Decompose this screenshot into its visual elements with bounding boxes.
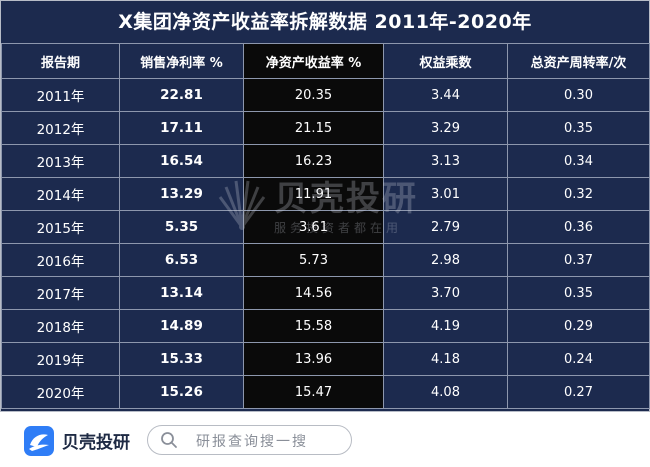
search-box[interactable]: 研报查询搜一搜: [147, 425, 352, 455]
table-row: 2013年 16.54 16.23 3.13 0.34: [1, 144, 650, 178]
cell-net-margin: 13.14: [119, 276, 244, 310]
footer-bar: 贝壳投研 研报查询搜一搜: [0, 412, 650, 467]
cell-period: 2019年: [1, 342, 120, 376]
table-row: 2014年 13.29 11.91 3.01 0.32: [1, 177, 650, 211]
roe-table: 报告期 销售净利率 % 净资产收益率 % 权益乘数 总资产周转率/次 2011年…: [1, 43, 650, 409]
table-header-row: 报告期 销售净利率 % 净资产收益率 % 权益乘数 总资产周转率/次: [1, 43, 650, 79]
table-row: 2016年 6.53 5.73 2.98 0.37: [1, 243, 650, 277]
table-row: 2019年 15.33 13.96 4.18 0.24: [1, 342, 650, 376]
header-asset-turnover: 总资产周转率/次: [507, 43, 650, 79]
cell-asset-turnover: 0.30: [507, 78, 650, 112]
cell-roe: 20.35: [243, 78, 384, 112]
search-input[interactable]: 研报查询搜一搜: [196, 434, 308, 450]
shell-logo-icon[interactable]: [24, 426, 54, 456]
header-period: 报告期: [1, 43, 120, 79]
cell-asset-turnover: 0.32: [507, 177, 650, 211]
cell-asset-turnover: 0.24: [507, 342, 650, 376]
cell-roe: 13.96: [243, 342, 384, 376]
cell-asset-turnover: 0.29: [507, 309, 650, 343]
cell-roe: 11.91: [243, 177, 384, 211]
cell-net-margin: 22.81: [119, 78, 244, 112]
cell-equity-multiplier: 4.18: [383, 342, 508, 376]
cell-period: 2015年: [1, 210, 120, 244]
cell-roe: 3.61: [243, 210, 384, 244]
data-card: X集团净资产收益率拆解数据 2011年-2020年 报告期 销售净利率 % 净资…: [0, 0, 650, 412]
cell-asset-turnover: 0.34: [507, 144, 650, 178]
table-row: 2012年 17.11 21.15 3.29 0.35: [1, 111, 650, 145]
cell-equity-multiplier: 3.29: [383, 111, 508, 145]
cell-roe: 15.47: [243, 375, 384, 409]
cell-asset-turnover: 0.27: [507, 375, 650, 409]
cell-asset-turnover: 0.35: [507, 111, 650, 145]
header-roe: 净资产收益率 %: [243, 43, 384, 79]
header-equity-multiplier: 权益乘数: [383, 43, 508, 79]
cell-equity-multiplier: 4.19: [383, 309, 508, 343]
cell-period: 2011年: [1, 78, 120, 112]
header-net-margin: 销售净利率 %: [119, 43, 244, 79]
cell-roe: 21.15: [243, 111, 384, 145]
cell-equity-multiplier: 4.08: [383, 375, 508, 409]
cell-period: 2020年: [1, 375, 120, 409]
cell-equity-multiplier: 3.44: [383, 78, 508, 112]
cell-period: 2017年: [1, 276, 120, 310]
cell-net-margin: 16.54: [119, 144, 244, 178]
cell-equity-multiplier: 3.01: [383, 177, 508, 211]
cell-period: 2013年: [1, 144, 120, 178]
cell-period: 2018年: [1, 309, 120, 343]
cell-equity-multiplier: 2.79: [383, 210, 508, 244]
table-row: 2018年 14.89 15.58 4.19 0.29: [1, 309, 650, 343]
cell-net-margin: 15.33: [119, 342, 244, 376]
table-row: 2011年 22.81 20.35 3.44 0.30: [1, 78, 650, 112]
cell-roe: 5.73: [243, 243, 384, 277]
cell-asset-turnover: 0.35: [507, 276, 650, 310]
cell-roe: 16.23: [243, 144, 384, 178]
cell-equity-multiplier: 2.98: [383, 243, 508, 277]
cell-roe: 15.58: [243, 309, 384, 343]
cell-net-margin: 5.35: [119, 210, 244, 244]
cell-net-margin: 14.89: [119, 309, 244, 343]
cell-equity-multiplier: 3.70: [383, 276, 508, 310]
cell-net-margin: 13.29: [119, 177, 244, 211]
page-title: X集团净资产收益率拆解数据 2011年-2020年: [118, 11, 532, 33]
cell-net-margin: 17.11: [119, 111, 244, 145]
cell-asset-turnover: 0.37: [507, 243, 650, 277]
table-row: 2017年 13.14 14.56 3.70 0.35: [1, 276, 650, 310]
footer-brand[interactable]: 贝壳投研: [62, 433, 130, 453]
table-row: 2015年 5.35 3.61 2.79 0.36: [1, 210, 650, 244]
cell-net-margin: 6.53: [119, 243, 244, 277]
cell-period: 2016年: [1, 243, 120, 277]
cell-equity-multiplier: 3.13: [383, 144, 508, 178]
cell-roe: 14.56: [243, 276, 384, 310]
cell-asset-turnover: 0.36: [507, 210, 650, 244]
cell-period: 2014年: [1, 177, 120, 211]
table-row: 2020年 15.26 15.47 4.08 0.27: [1, 375, 650, 409]
search-icon[interactable]: [160, 431, 178, 449]
cell-period: 2012年: [1, 111, 120, 145]
cell-net-margin: 15.26: [119, 375, 244, 409]
